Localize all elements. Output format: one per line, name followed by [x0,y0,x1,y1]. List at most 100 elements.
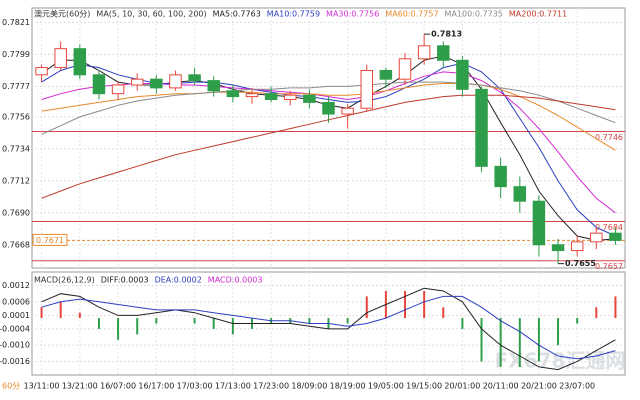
candle-body [111,84,125,95]
candle-body [379,69,393,80]
candle-body [207,80,220,92]
macd-bar [423,290,426,319]
legend-entry: MACD:0.0003 [208,276,263,285]
macd-panel [31,271,626,376]
macd-bar [557,318,560,346]
chart-title: 澳元美元(60分) [34,9,90,19]
candle-body [54,48,67,69]
macd-bar [442,307,445,319]
high-label: 0.7813 [431,30,462,39]
candle-body [475,88,488,167]
legend-entry: MA200:0.7711 [509,10,567,19]
macd-bar [480,318,483,362]
legend-entry: MA5:0.7763 [213,10,261,19]
legend-entry: MA10:0.7759 [267,10,320,19]
macd-bar [78,312,81,319]
x-tick-label: 13/11:00 [24,382,60,391]
macd-title: MACD(26,12,9) [34,276,95,285]
y-tick-label: 0.0006 [2,297,30,306]
candle-body [494,165,507,188]
candle-body [532,200,546,246]
macd-bar [59,301,62,319]
macd-bar [40,307,43,319]
y-tick-label: 0.0012 [2,281,30,290]
macd-bar [404,290,407,319]
candle-body [341,107,354,115]
candle-body [35,67,48,76]
macd-bar [231,318,234,335]
macd-bar [499,318,502,367]
y-tick-label: 0.7668 [2,240,30,249]
candle-body [264,93,278,101]
period-label: 60分 [2,382,20,391]
x-tick-label: 16/17:00 [138,382,174,391]
macd-line [41,287,616,371]
macd-bar [461,318,464,329]
ma-line [41,81,616,135]
legend-entry: MA60:0.7757 [385,10,438,19]
y-tick-label: 0.7777 [2,82,30,91]
last-price-box [32,233,68,246]
macd-bar [576,318,579,324]
y-tick-label: 0.7712 [2,176,30,185]
y-tick-label: 0.7799 [2,50,30,59]
x-tick-label: 13/21:00 [62,382,98,391]
macd-bar [308,318,311,324]
macd-bar [117,318,120,340]
last-price-label: 0.7671 [36,236,64,245]
x-tick-label: 18/09:00 [291,382,327,391]
legend-entry: DEA:0.0002 [155,276,202,285]
macd-bar [365,296,368,319]
candle-body [437,45,450,61]
candle-body [398,58,412,80]
candle-body [456,59,469,90]
y-tick-label: 0.7756 [2,112,30,121]
candle-body [188,74,201,82]
y-tick-label: -0.0004 [0,324,30,333]
candle-body [360,69,373,109]
candle-body [92,74,106,95]
candle-body [169,74,182,89]
candle-body [417,45,431,60]
price-panel [31,7,626,269]
candle-body [73,48,87,76]
x-tick-label: 17/23:00 [253,382,289,391]
macd-bar [537,318,540,362]
candle-body [284,94,297,101]
y-tick-label: 0.7690 [2,208,30,217]
candle-body [513,186,527,202]
low-label: 0.7655 [565,259,596,268]
level-label: 0.7684 [595,223,623,232]
legend-entry: MA30:0.7756 [326,10,379,19]
x-tick-label: 16/07:00 [100,382,136,391]
level-label: 0.7746 [595,133,623,142]
macd-bar [97,318,100,329]
candle-body [226,90,240,98]
macd-bar [346,318,349,324]
x-tick-label: 19/15:00 [406,382,442,391]
macd-line [41,295,616,360]
y-tick-label: -0.0016 [0,357,30,366]
y-tick-label: 0.7734 [2,144,30,153]
macd-bar [212,318,215,329]
macd-bar [614,296,617,319]
candle-body [245,93,259,98]
level-label: 0.7657 [595,262,623,271]
macd-bar [193,318,196,324]
candle-body [150,78,163,89]
x-tick-label: 17/03:00 [177,382,213,391]
candle-body [130,78,144,86]
x-tick-label: 20/01:00 [444,382,480,391]
legend-entry: MA100:0.7735 [445,10,503,19]
y-tick-label: 0.0001 [2,311,30,320]
macd-bar [595,307,598,319]
x-tick-label: 19/05:00 [368,382,404,391]
candle-body [551,244,565,252]
candle-body [570,241,584,252]
candle-body [609,232,622,241]
x-tick-label: 20/21:00 [521,382,557,391]
candle-body [303,94,316,103]
x-tick-label: 20/11:00 [483,382,519,391]
